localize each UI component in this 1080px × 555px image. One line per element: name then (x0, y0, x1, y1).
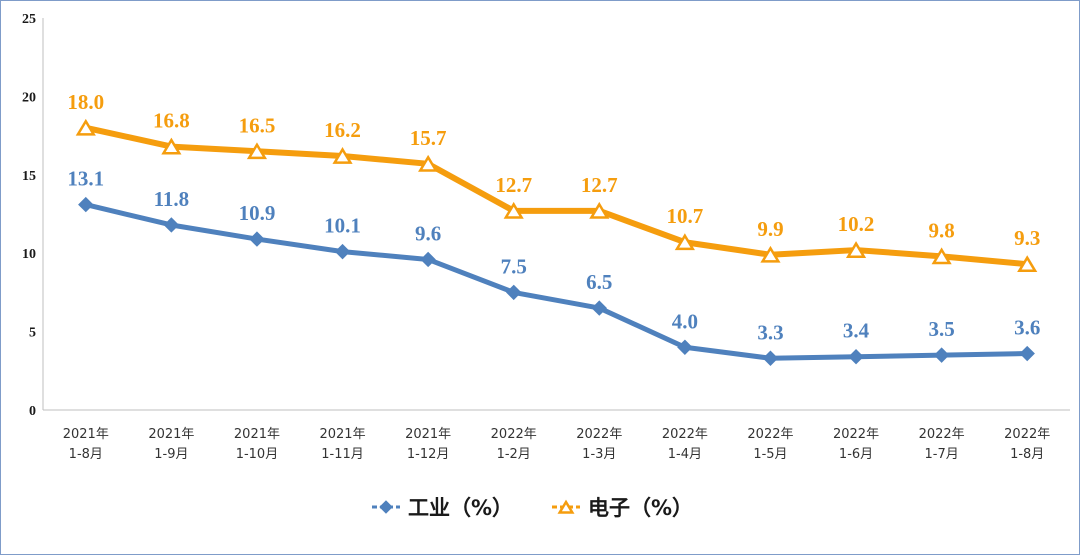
data-label-electronics: 15.7 (410, 126, 447, 150)
series (75, 118, 1038, 366)
legend-label-industry: 工业（%） (408, 496, 513, 520)
data-label-industry: 4.0 (672, 309, 698, 333)
series-line-electronics (82, 124, 1031, 268)
x-tick-label: 2022年 (747, 427, 793, 442)
y-tick-label: 10 (22, 247, 36, 262)
data-point-electronics (161, 137, 182, 155)
data-point-industry (420, 251, 436, 268)
data-label-industry: 3.4 (843, 319, 870, 343)
data-label-electronics: 9.8 (929, 218, 955, 242)
data-label-electronics: 10.7 (667, 204, 704, 228)
x-tick-label: 2022年 (919, 427, 965, 442)
data-point-industry (78, 196, 94, 213)
data-point-industry (1019, 345, 1035, 362)
x-tick-label: 1-6月 (839, 447, 873, 462)
data-point-electronics (760, 245, 781, 263)
x-tick-label: 1-9月 (154, 447, 188, 462)
data-point-industry (249, 231, 265, 247)
y-tick-label: 20 (22, 90, 36, 105)
data-point-electronics (246, 142, 268, 160)
x-tick-label: 2021年 (234, 427, 280, 442)
y-tick-label: 0 (29, 404, 36, 419)
data-point-industry (762, 350, 779, 366)
data-point-industry (506, 284, 522, 301)
data-label-electronics: 9.9 (757, 217, 783, 241)
data-label-electronics: 9.3 (1014, 226, 1040, 250)
data-label-industry: 10.1 (324, 214, 361, 238)
x-tick-label: 1-4月 (668, 447, 702, 462)
axes: 0 5 10 15 20 25 (22, 12, 1070, 419)
data-label-electronics: 10.2 (838, 212, 875, 236)
data-label-industry: 11.8 (154, 187, 190, 211)
legend-item-industry: 工业（%） (372, 496, 513, 520)
x-tick-label: 2022年 (833, 427, 879, 442)
data-point-electronics (332, 147, 353, 164)
x-tick-label: 1-10月 (236, 447, 279, 462)
data-label-industry: 3.6 (1014, 316, 1040, 340)
x-tick-label: 2022年 (662, 427, 708, 442)
x-tick-label: 1-8月 (1010, 447, 1044, 462)
data-point-industry (848, 348, 864, 365)
data-label-industry: 6.5 (586, 270, 612, 294)
x-tick-label: 2022年 (576, 427, 622, 442)
legend-triangle-icon (557, 499, 575, 514)
x-tick-label: 1-7月 (925, 447, 959, 462)
data-point-electronics (503, 201, 524, 219)
data-label-industry: 7.5 (501, 254, 527, 278)
data-point-industry (163, 217, 180, 233)
x-tick-label: 2022年 (1004, 427, 1050, 442)
data-point-industry (933, 347, 950, 363)
data-label-industry: 9.6 (415, 221, 441, 245)
data-point-electronics (75, 118, 96, 136)
legend-item-electronics: 电子（%） (552, 496, 693, 520)
series-line-industry (83, 202, 1030, 361)
legend-diamond-icon (379, 500, 393, 514)
data-label-electronics: 16.5 (239, 113, 276, 137)
data-point-electronics (674, 233, 695, 251)
x-tick-label: 1-8月 (69, 447, 103, 462)
y-tick-label: 25 (22, 12, 36, 27)
data-point-electronics (1017, 255, 1038, 273)
x-tick-label: 1-11月 (321, 447, 364, 462)
x-tick-label: 1-12月 (407, 447, 450, 462)
y-tick-label: 5 (29, 326, 36, 341)
x-tick-label: 1-2月 (497, 447, 531, 462)
x-tick-label: 2021年 (405, 427, 451, 442)
data-label-industry: 3.3 (757, 320, 783, 344)
data-label-electronics: 16.2 (324, 118, 361, 142)
data-point-industry (591, 300, 607, 316)
data-point-electronics (418, 154, 439, 172)
x-tick-labels: 2021年 1-8月 2021年 1-9月 2021年 1-10月 2021年 1-11月 20… (63, 427, 1051, 462)
data-point-industry (677, 339, 693, 355)
x-tick-label: 2021年 (319, 427, 365, 442)
x-tick-label: 1-5月 (753, 447, 787, 462)
x-tick-label: 1-3月 (582, 447, 616, 462)
data-point-electronics (845, 241, 867, 258)
data-label-industry: 10.9 (239, 201, 276, 225)
legend-label-electronics: 电子（%） (588, 496, 693, 520)
data-label-electronics: 12.7 (581, 173, 618, 197)
x-tick-label: 2021年 (148, 427, 194, 442)
data-point-industry (334, 243, 351, 260)
data-point-electronics (589, 201, 610, 219)
data-label-electronics: 12.7 (495, 173, 532, 197)
x-tick-label: 2022年 (491, 427, 537, 442)
data-labels: 13.1 11.8 10.9 10.1 9.6 7.5 6.5 4.0 3.3 3.4 3.5 3.6… (67, 90, 1040, 344)
data-label-industry: 3.5 (929, 317, 955, 341)
legend: 工业（%） 电子（%） (372, 496, 693, 520)
data-label-electronics: 16.8 (153, 109, 190, 133)
x-tick-label: 2021年 (63, 427, 109, 442)
data-label-industry: 13.1 (67, 167, 104, 191)
data-label-electronics: 18.0 (67, 90, 104, 114)
y-tick-label: 15 (22, 169, 36, 184)
data-point-electronics (931, 247, 952, 265)
